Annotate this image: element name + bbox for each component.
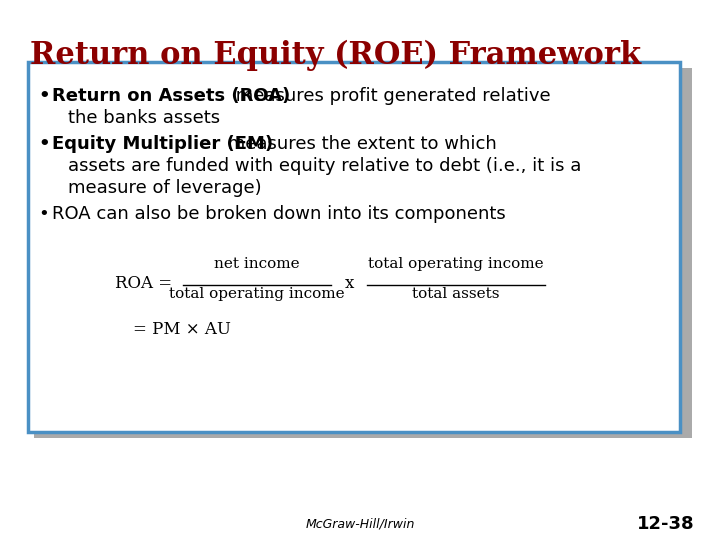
Text: measure of leverage): measure of leverage) [68,179,261,197]
Text: net income: net income [214,257,300,271]
Text: ROA =: ROA = [115,275,172,293]
FancyBboxPatch shape [34,68,692,438]
Text: assets are funded with equity relative to debt (i.e., it is a: assets are funded with equity relative t… [68,157,581,175]
Text: ROA can also be broken down into its components: ROA can also be broken down into its com… [52,205,505,223]
Text: Equity Multiplier (EM): Equity Multiplier (EM) [52,135,273,153]
Text: 12-38: 12-38 [637,515,695,533]
Text: the banks assets: the banks assets [68,109,220,127]
Text: = PM × AU: = PM × AU [133,321,231,338]
Text: •: • [38,205,49,223]
Text: McGraw-Hill/Irwin: McGraw-Hill/Irwin [305,517,415,530]
Text: •: • [38,135,50,153]
FancyBboxPatch shape [28,62,680,432]
Text: Return on Assets (ROA): Return on Assets (ROA) [52,87,290,105]
Text: x: x [344,275,354,293]
Text: •: • [38,87,50,105]
Text: total operating income: total operating income [169,287,345,301]
Text: Return on Equity (ROE) Framework: Return on Equity (ROE) Framework [30,40,641,71]
Text: measures profit generated relative: measures profit generated relative [230,87,551,105]
Text: total assets: total assets [413,287,500,301]
Text: total operating income: total operating income [368,257,544,271]
Text: measures the extent to which: measures the extent to which [222,135,497,153]
